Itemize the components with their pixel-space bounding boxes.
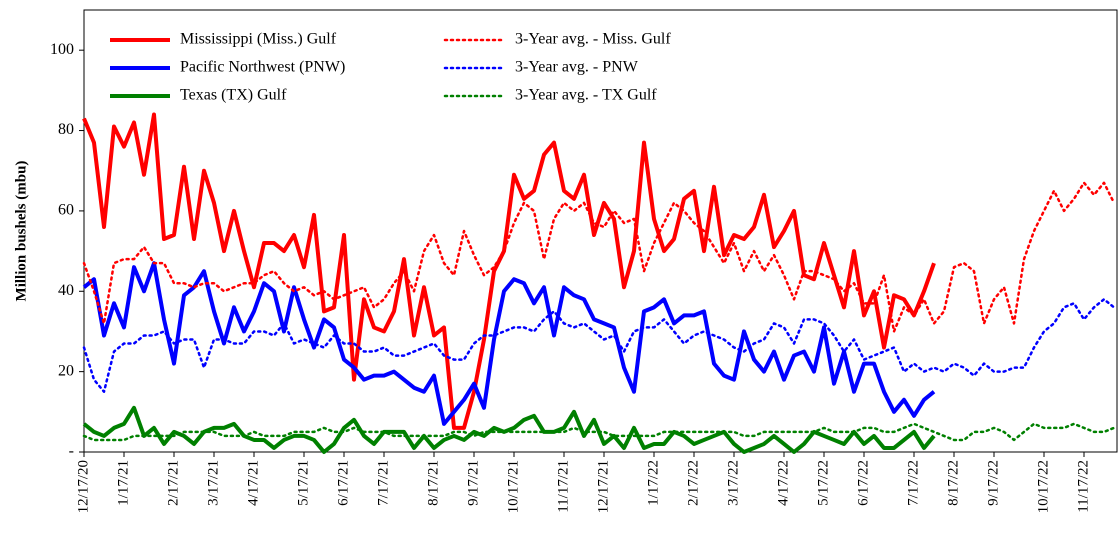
x-tick-label: 1/17/22 — [645, 460, 661, 506]
x-tick-label: 6/17/21 — [335, 460, 351, 506]
x-tick-label: 10/17/22 — [1035, 460, 1051, 513]
legend-label: Pacific Northwest (PNW) — [180, 59, 345, 76]
x-tick-label: 2/17/21 — [165, 460, 181, 506]
x-tick-label: 4/17/21 — [245, 460, 261, 506]
x-tick-label: 8/17/21 — [425, 460, 441, 506]
x-tick-label: 9/17/22 — [985, 460, 1001, 506]
y-tick-label: 40 — [58, 282, 74, 299]
series-line — [82, 405, 936, 454]
y-tick-label: - — [69, 443, 74, 460]
x-tick-label: 6/17/22 — [855, 460, 871, 506]
y-tick-label: 80 — [58, 121, 74, 138]
x-tick-label: 7/17/21 — [375, 460, 391, 506]
x-tick-label: 5/17/21 — [295, 460, 311, 506]
x-tick-label: 3/17/22 — [725, 460, 741, 506]
legend-label: 3-Year avg. - PNW — [515, 59, 639, 76]
series-line — [82, 422, 1116, 442]
y-tick-label: 60 — [58, 202, 74, 219]
y-tick-label: 100 — [50, 41, 74, 58]
series-line — [82, 112, 936, 430]
x-tick-label: 1/17/21 — [115, 460, 131, 506]
legend-label: 3-Year avg. - TX Gulf — [515, 87, 657, 104]
x-tick-label: 10/17/21 — [505, 460, 521, 513]
x-tick-label: 8/17/22 — [945, 460, 961, 506]
legend-label: Texas (TX) Gulf — [180, 87, 287, 104]
x-tick-label: 7/17/22 — [905, 460, 921, 506]
plot-frame — [83, 9, 1118, 453]
x-tick-label: 11/17/21 — [555, 460, 571, 513]
legend-label: Mississippi (Miss.) Gulf — [180, 31, 337, 48]
x-tick-label: 9/17/21 — [465, 460, 481, 506]
y-axis-title: Million bushels (mbu) — [13, 161, 29, 302]
x-tick-label: 4/17/22 — [775, 460, 791, 506]
x-tick-label: 2/17/22 — [685, 460, 701, 506]
x-tick-label: 5/17/22 — [815, 460, 831, 506]
series-line — [82, 298, 1116, 393]
x-tick-label: 12/17/21 — [595, 460, 611, 513]
x-tick-label: 11/17/22 — [1075, 460, 1091, 513]
y-tick-label: 20 — [58, 362, 74, 379]
x-tick-label: 3/17/21 — [205, 460, 221, 506]
x-tick-label: 12/17/20 — [75, 460, 91, 513]
legend-label: 3-Year avg. - Miss. Gulf — [515, 31, 671, 48]
series-line — [82, 261, 936, 426]
series-line — [82, 181, 1116, 333]
